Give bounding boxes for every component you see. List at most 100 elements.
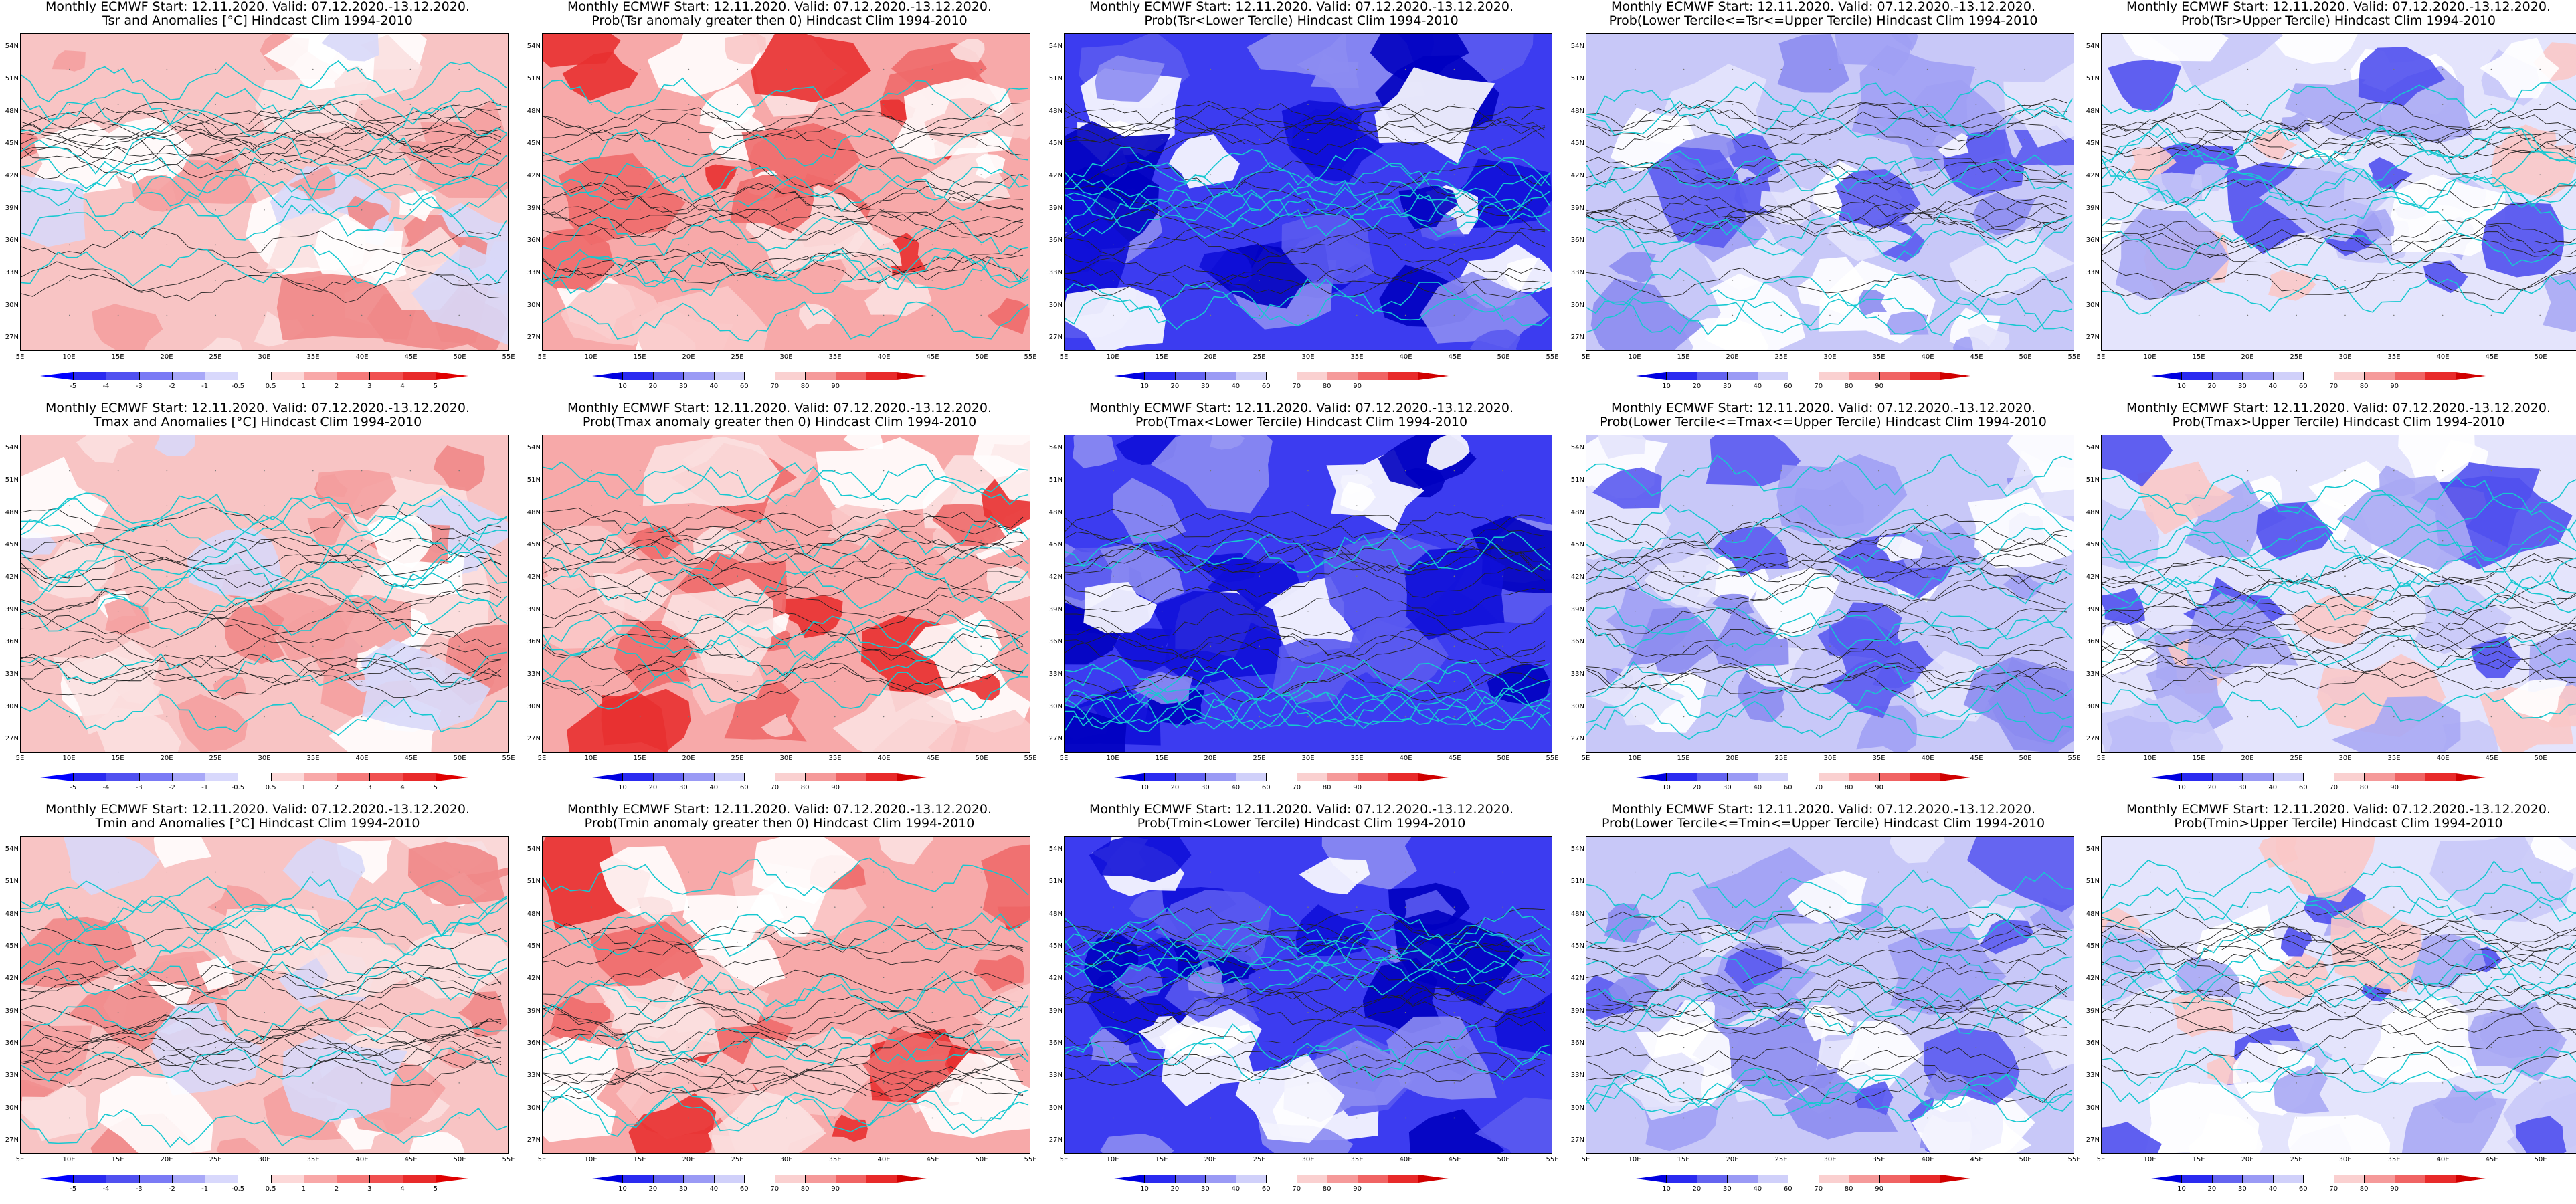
field-shade	[1162, 1008, 1262, 1107]
coastline	[1586, 524, 2073, 568]
grid-dot	[117, 681, 119, 682]
colorbar-arrow	[435, 773, 468, 781]
field-shade	[224, 604, 285, 664]
contour-line	[1586, 194, 2067, 227]
grid-dot	[1732, 977, 1734, 979]
grid-dot	[639, 941, 641, 943]
grid-dot	[2296, 1047, 2297, 1049]
grid-dot	[2247, 244, 2249, 246]
grid-dot	[1732, 871, 1734, 873]
grid-dot	[1780, 1117, 1782, 1119]
grid-dot	[639, 871, 641, 873]
grid-dot	[883, 871, 885, 873]
contour-line	[1586, 1006, 2067, 1037]
colorbar-label: 60	[1783, 383, 1792, 390]
grid-dot	[1210, 68, 1212, 70]
field-shade	[1963, 656, 2074, 752]
grid-dot	[458, 314, 460, 316]
colorbar-segment	[1910, 372, 1940, 380]
grid-dot	[1356, 610, 1358, 612]
grid-dot	[1210, 1047, 1212, 1049]
colorbar	[1114, 1175, 1449, 1183]
latitude-label: 42N	[527, 172, 541, 180]
grid-dot	[980, 1082, 982, 1084]
longitude-label: 25E	[731, 1156, 744, 1163]
longitude-label: 50E	[975, 353, 988, 361]
longitude-label: 5E	[2096, 1156, 2106, 1163]
colorbar-label: 90	[2390, 1185, 2399, 1193]
grid-dot	[2247, 1082, 2249, 1084]
grid-dot	[2490, 1047, 2492, 1049]
grid-dot	[1307, 174, 1309, 176]
coastline	[543, 1027, 1029, 1068]
grid-dot	[786, 470, 787, 472]
grid-dot	[1356, 645, 1358, 647]
colorbar-label: 40	[1753, 784, 1762, 791]
grid-dot	[1404, 174, 1406, 176]
longitude-label: 15E	[1677, 1156, 1690, 1163]
grid-dot	[688, 1047, 690, 1049]
longitude-label: 5E	[15, 755, 25, 762]
colorbar-segment	[1205, 773, 1236, 781]
panel-title-line2: Prob(Tsr>Upper Tercile) Hindcast Clim 19…	[2181, 13, 2496, 28]
field-shade	[2108, 59, 2182, 112]
grid-dot	[1683, 138, 1685, 140]
map-field	[1586, 435, 2074, 752]
longitude-label: 5E	[1581, 353, 1590, 361]
longitude-label: 35E	[306, 1156, 320, 1163]
colorbar-label: 90	[1353, 383, 1362, 390]
grid-dot	[1502, 941, 1503, 943]
grid-dot	[931, 977, 933, 979]
longitude-label: 10E	[1106, 755, 1119, 762]
longitude-label: 55E	[502, 755, 515, 762]
field-shade	[2258, 156, 2389, 242]
grid-dot	[458, 470, 460, 472]
grid-dot	[1878, 681, 1879, 682]
grid-dot	[931, 470, 933, 472]
field-shade	[1083, 581, 1158, 633]
coastline	[21, 134, 507, 175]
colorbar-label: 70	[770, 383, 779, 390]
grid-dot	[2150, 906, 2151, 908]
grid-dot	[2024, 314, 2025, 316]
latitude-label: 33N	[527, 269, 541, 277]
grid-dot	[1878, 470, 1879, 472]
grid-dot	[688, 906, 690, 908]
grid-dot	[1635, 104, 1636, 105]
colorbar	[2151, 1175, 2486, 1183]
grid-dot	[1453, 906, 1455, 908]
panel-title: Monthly ECMWF Start: 12.11.2020. Valid: …	[1566, 803, 2081, 831]
longitude-label: 40E	[1399, 755, 1412, 762]
longitude-label: 50E	[2019, 353, 2032, 361]
grid-dot	[1161, 540, 1163, 542]
panel-title-line2: Tsr and Anomalies [°C] Hindcast Clim 199…	[102, 13, 413, 28]
field-shade	[367, 514, 433, 569]
latitude-label: 27N	[5, 334, 19, 341]
grid-dot	[1683, 174, 1685, 176]
contour-line	[1065, 512, 1546, 540]
contour-line	[543, 1068, 1024, 1096]
grid-dot	[312, 716, 314, 718]
contour-line	[21, 1012, 502, 1042]
grid-dot	[1404, 645, 1406, 647]
grid-dot	[1113, 1117, 1114, 1119]
grid-dot	[2296, 314, 2297, 316]
field-shade	[433, 445, 485, 492]
grid-dot	[166, 645, 168, 647]
grid-dot	[2247, 505, 2249, 506]
colorbar-segment	[1357, 1175, 1388, 1183]
grid-dot	[1161, 716, 1163, 718]
colorbar-label: -3	[135, 1185, 143, 1193]
grid-dot	[2296, 1011, 2297, 1013]
grid-dot	[688, 174, 690, 176]
colorbar-segment	[205, 1175, 238, 1183]
grid-dot	[2442, 575, 2444, 577]
grid-dot	[312, 138, 314, 140]
grid-dot	[1635, 209, 1636, 211]
grid-dot	[591, 68, 592, 70]
coastline	[543, 635, 1029, 678]
grid-dot	[1975, 610, 1977, 612]
grid-dot	[1780, 716, 1782, 718]
colorbar-label: 3	[367, 784, 372, 791]
grid-dot	[166, 1011, 168, 1013]
